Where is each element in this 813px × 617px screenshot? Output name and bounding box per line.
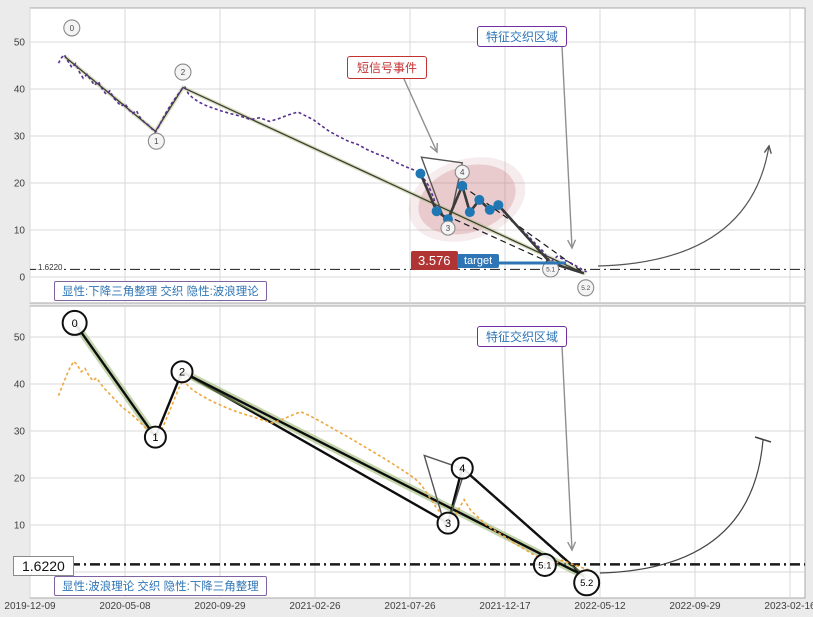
hline-value-label-top: 1.6220 (36, 263, 65, 272)
pattern-caption-bottom: 显性:波浪理论 交织 隐性:下降三角整理 (54, 576, 267, 596)
y-tick-label: 50 (14, 38, 26, 49)
arrow-head (429, 142, 438, 154)
wave-label-5.1-top (542, 260, 560, 278)
wave-label-4-top (454, 164, 470, 180)
y-tick-label: 0 (19, 273, 25, 284)
wave-label-0-bottom (61, 309, 88, 336)
wave-label-1-top (147, 132, 165, 150)
x-tick-label: 2020-05-08 (99, 601, 151, 612)
triangle-pattern (423, 454, 466, 533)
x-tick-label: 2023-02-16 (764, 601, 813, 612)
projection-arc-top (597, 145, 770, 267)
price-target-value: 3.576 (411, 251, 458, 270)
wave-label-3-top (440, 220, 456, 236)
y-tick-label: 40 (14, 85, 26, 96)
wave-label-text: 2 (179, 367, 185, 379)
wave-trendline (73, 322, 157, 438)
x-tick-label: 2022-05-12 (574, 601, 626, 612)
annotation-arrow (561, 45, 573, 249)
wave-label-text: 0 (70, 24, 75, 33)
wave-label-4-bottom (450, 456, 474, 480)
wave-label-text: 4 (459, 463, 465, 475)
wave-label-text: 5.1 (546, 266, 555, 273)
triangle-pattern (420, 156, 464, 232)
wave-label-text: 5.1 (538, 560, 551, 571)
annotation-arrow (561, 345, 573, 551)
x-tick-label: 2021-07-26 (384, 601, 436, 612)
y-tick-label: 20 (14, 179, 26, 190)
wave-label-3-bottom (436, 511, 460, 535)
pivot-dot (457, 180, 468, 191)
x-tick-label: 2020-09-29 (194, 601, 246, 612)
pivot-dot (493, 200, 504, 211)
wave-label-text: 3 (445, 518, 451, 530)
pivot-dot (431, 206, 442, 217)
x-tick-label: 2019-12-09 (4, 601, 56, 612)
y-tick-label: 40 (14, 380, 26, 391)
wave-label-2-top (174, 63, 192, 81)
pivot-dot (484, 204, 495, 215)
wave-label-5.2-bottom (573, 569, 601, 597)
arrow-head (567, 541, 577, 552)
wave-label-text: 5.2 (580, 578, 593, 589)
signal-event-label: 短信号事件 (347, 56, 428, 79)
feature-region-label-top: 特征交织区域 (477, 26, 568, 47)
wave-trendline (181, 370, 585, 577)
pattern-caption-top: 显性:下降三角整理 交织 隐性:波浪理论 (54, 281, 267, 301)
wave-label-0-top (63, 19, 81, 37)
wave-trendline (154, 371, 184, 438)
projection-dashed-line (436, 210, 551, 264)
triangle-zigzag (419, 173, 585, 275)
projection-arc-bottom (599, 439, 764, 574)
wave-label-1-bottom (143, 425, 167, 449)
y-tick-label: 30 (14, 427, 26, 438)
y-tick-label: 20 (14, 474, 26, 485)
wave-label-text: 4 (460, 168, 465, 177)
wave-trendline (64, 56, 585, 274)
wave-label-text: 3 (446, 224, 451, 233)
hline-value-label-bottom: 1.6220 (13, 556, 74, 576)
wave-label-text: 1 (154, 137, 159, 146)
wave-label-5.2-top (577, 279, 595, 297)
wave-label-5.1-bottom (532, 552, 557, 577)
x-tick-label: 2021-12-17 (479, 601, 531, 612)
y-tick-label: 10 (14, 226, 26, 237)
pivot-dot (474, 194, 485, 205)
arc-end-cap (754, 436, 772, 443)
x-tick-label: 2022-09-29 (669, 601, 721, 612)
wave-label-text: 0 (72, 318, 78, 330)
panel-top: 0 1 2 3 4 5.1 5.2 0 10 20 30 40 50 (14, 7, 806, 304)
x-tick-label: 2021-02-26 (289, 601, 341, 612)
wave-label-text: 1 (152, 432, 158, 444)
arrow-head (763, 144, 772, 154)
arrow-head (567, 239, 577, 250)
wave-label-text: 5.2 (581, 285, 590, 292)
y-tick-label: 10 (14, 521, 26, 532)
price-series-bottom (57, 360, 589, 571)
wave-label-text: 2 (181, 68, 186, 77)
y-tick-label: 30 (14, 132, 26, 143)
wave-label-2-bottom (170, 360, 194, 384)
price-target-badge: target (457, 254, 500, 268)
annotation-arrow (403, 78, 438, 153)
y-tick-label: 50 (14, 333, 26, 344)
feature-region-label-bottom: 特征交织区域 (477, 326, 568, 347)
pivot-dot (415, 168, 426, 179)
pivot-dot (464, 207, 475, 218)
